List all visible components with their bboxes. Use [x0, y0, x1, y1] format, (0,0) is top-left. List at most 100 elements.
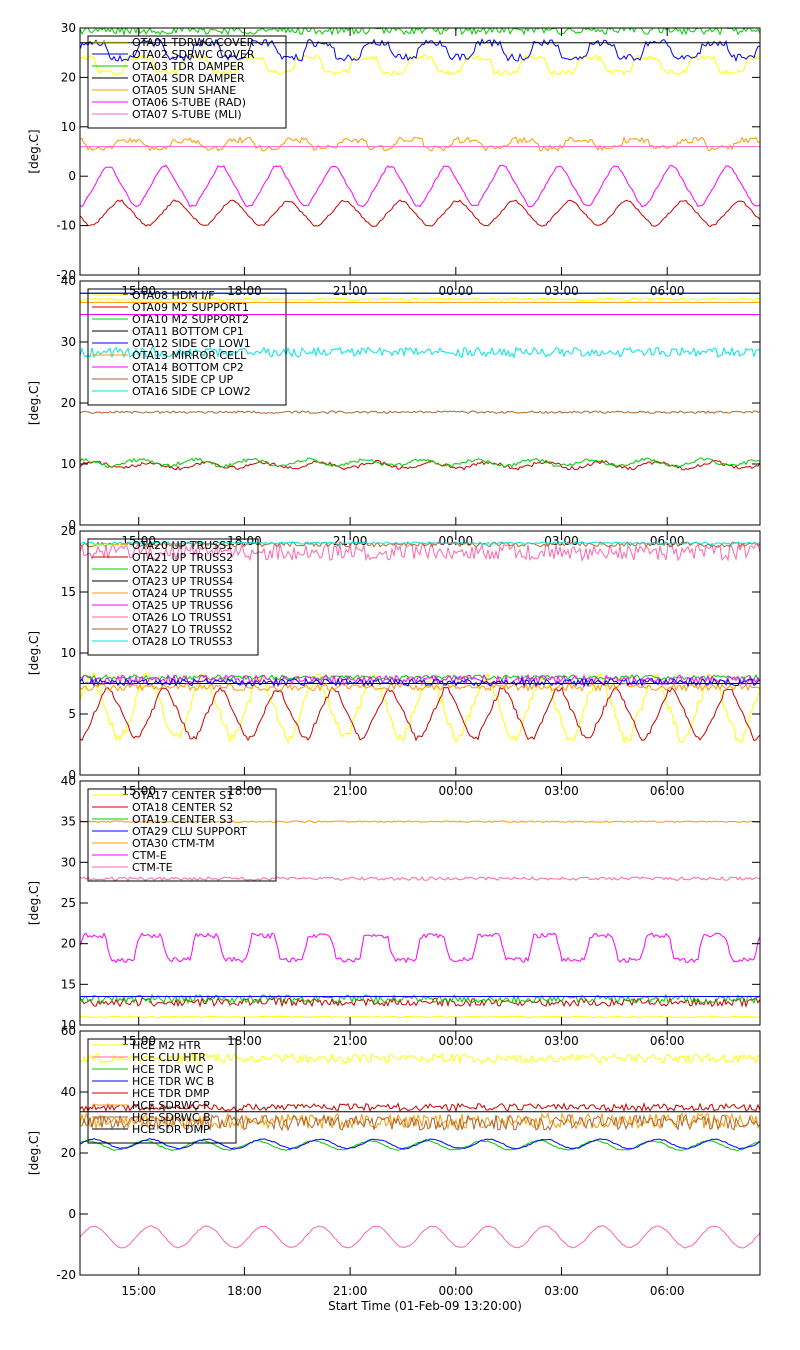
x-tick-label: 03:00 [544, 1034, 579, 1048]
legend-entry: OTA30 CTM-TM [132, 837, 215, 850]
legend-entry: HCE SDR DMP [132, 1123, 210, 1136]
series-line-1 [80, 1052, 760, 1065]
y-tick-label: 40 [61, 274, 76, 288]
y-axis-label: [deg.C] [27, 129, 41, 173]
panel-2-series [80, 292, 760, 471]
series-line-4 [80, 1138, 760, 1150]
y-tick-label: 0 [68, 768, 76, 782]
y-tick-label: 10 [61, 120, 76, 134]
legend-entry: OTA14 BOTTOM CP2 [132, 361, 244, 374]
legend-entry: HCE SDRWC P [132, 1099, 210, 1112]
legend-entry: OTA19 CENTER S3 [132, 813, 233, 826]
y-tick-label: 60 [61, 1024, 76, 1038]
legend-entry: OTA27 LO TRUSS2 [132, 623, 233, 636]
x-tick-label: 00:00 [439, 1034, 474, 1048]
legend-entry: OTA05 SUN SHANE [132, 84, 236, 97]
y-tick-label: 40 [61, 774, 76, 788]
series-line-8 [80, 410, 760, 415]
series-line-6 [80, 1112, 760, 1131]
y-tick-label: -20 [56, 268, 76, 282]
series-line-7 [80, 876, 760, 882]
x-tick-label: 15:00 [121, 1284, 156, 1298]
legend-entry: HCE TDR DMP [132, 1087, 210, 1100]
legend-entry: OTA02 SDRWC COVER [132, 48, 255, 61]
y-tick-label: 15 [61, 585, 76, 599]
panel-2: 0 10 20 30 40 15:00 18:00 21:00 00:00 03:00 06:00 [… [27, 274, 761, 548]
y-tick-label: 10 [61, 1018, 76, 1032]
series-line-1 [80, 54, 760, 76]
x-tick-label: 03:00 [544, 1284, 579, 1298]
legend-entry: OTA08 HDM I/F [132, 289, 215, 302]
y-tick-label: -10 [56, 219, 76, 233]
series-line-8 [80, 540, 760, 548]
y-tick-label: 20 [61, 524, 76, 538]
x-tick-label: 06:00 [650, 1284, 685, 1298]
legend-entry: CTM-E [132, 849, 167, 862]
series-line-2 [80, 996, 760, 1009]
series-line-9 [80, 346, 760, 359]
series-line-3 [80, 993, 760, 1005]
legend-entry: OTA04 SDR DAMPER [132, 72, 245, 85]
legend-entry: HCE SDRWC B [132, 1111, 211, 1124]
series-line-5 [80, 135, 760, 152]
series-line-7 [80, 541, 760, 562]
series-line-5 [80, 682, 760, 692]
y-tick-label: 5 [68, 707, 76, 721]
legend-entry: OTA17 CENTER S1 [132, 789, 233, 802]
legend-entry: OTA03 TDR DAMPER [132, 60, 245, 73]
y-axis-label: [deg.C] [27, 631, 41, 675]
legend-entry: OTA24 UP TRUSS5 [132, 587, 233, 600]
x-tick-label: 21:00 [333, 534, 368, 548]
panel-5-series [80, 1052, 760, 1249]
y-tick-label: 0 [68, 518, 76, 532]
y-tick-label: 0 [68, 1207, 76, 1221]
legend-entry: OTA20 UP TRUSS1 [132, 539, 233, 552]
y-tick-label: 10 [61, 457, 76, 471]
x-tick-label: 18:00 [227, 534, 262, 548]
y-axis-label: [deg.C] [27, 1131, 41, 1175]
series-line-9 [80, 541, 760, 546]
series-line-5 [80, 820, 760, 824]
legend-entry: OTA23 UP TRUSS4 [132, 575, 233, 588]
legend-entry: HCE M2 HTR [132, 1039, 201, 1052]
y-tick-label: 30 [61, 855, 76, 869]
x-tick-label: 21:00 [333, 1034, 368, 1048]
series-line-2 [80, 686, 760, 742]
series-line-2 [80, 1225, 760, 1249]
x-tick-label: 15:00 [121, 784, 156, 798]
y-tick-label: 10 [61, 646, 76, 660]
legend-entry: OTA06 S-TUBE (RAD) [132, 96, 246, 109]
panel-3: 0 5 10 15 20 15:00 18:00 21:00 00:00 03:00 06:00 [d… [27, 524, 761, 798]
x-tick-label: 18:00 [227, 784, 262, 798]
series-line-1 [80, 670, 760, 745]
panel-4-series [80, 820, 760, 1019]
series-line-1 [80, 1015, 760, 1019]
x-tick-label: 21:00 [333, 784, 368, 798]
x-tick-label: 06:00 [650, 284, 685, 298]
legend-entry: OTA07 S-TUBE (MLI) [132, 108, 242, 121]
y-tick-label: 35 [61, 815, 76, 829]
x-tick-label: 06:00 [650, 784, 685, 798]
x-tick-label: 21:00 [333, 1284, 368, 1298]
series-line-3 [80, 1139, 760, 1151]
x-tick-label: 18:00 [227, 1284, 262, 1298]
legend-entry: CTM-TE [132, 861, 173, 874]
plot-frame [79, 27, 761, 276]
panel-5: -20 0 20 40 60 15:00 18:00 21:00 00:00 03:00 06:00… [27, 1024, 761, 1298]
legend-entry: HCE TDR WC B [132, 1075, 214, 1088]
series-line-10 [80, 677, 760, 688]
y-tick-label: 20 [61, 937, 76, 951]
series-line-6 [80, 164, 760, 208]
legend-box [87, 288, 287, 406]
legend-entry: OTA13 MIRROR CELL [132, 349, 247, 362]
legend-entry: OTA12 SIDE CP LOW1 [132, 337, 251, 350]
x-tick-label: 00:00 [439, 1284, 474, 1298]
x-tick-label: 03:00 [544, 784, 579, 798]
x-tick-label: 03:00 [544, 284, 579, 298]
series-line-6 [80, 932, 760, 964]
legend-entry: OTA28 LO TRUSS3 [132, 635, 233, 648]
legend-box [87, 538, 259, 656]
